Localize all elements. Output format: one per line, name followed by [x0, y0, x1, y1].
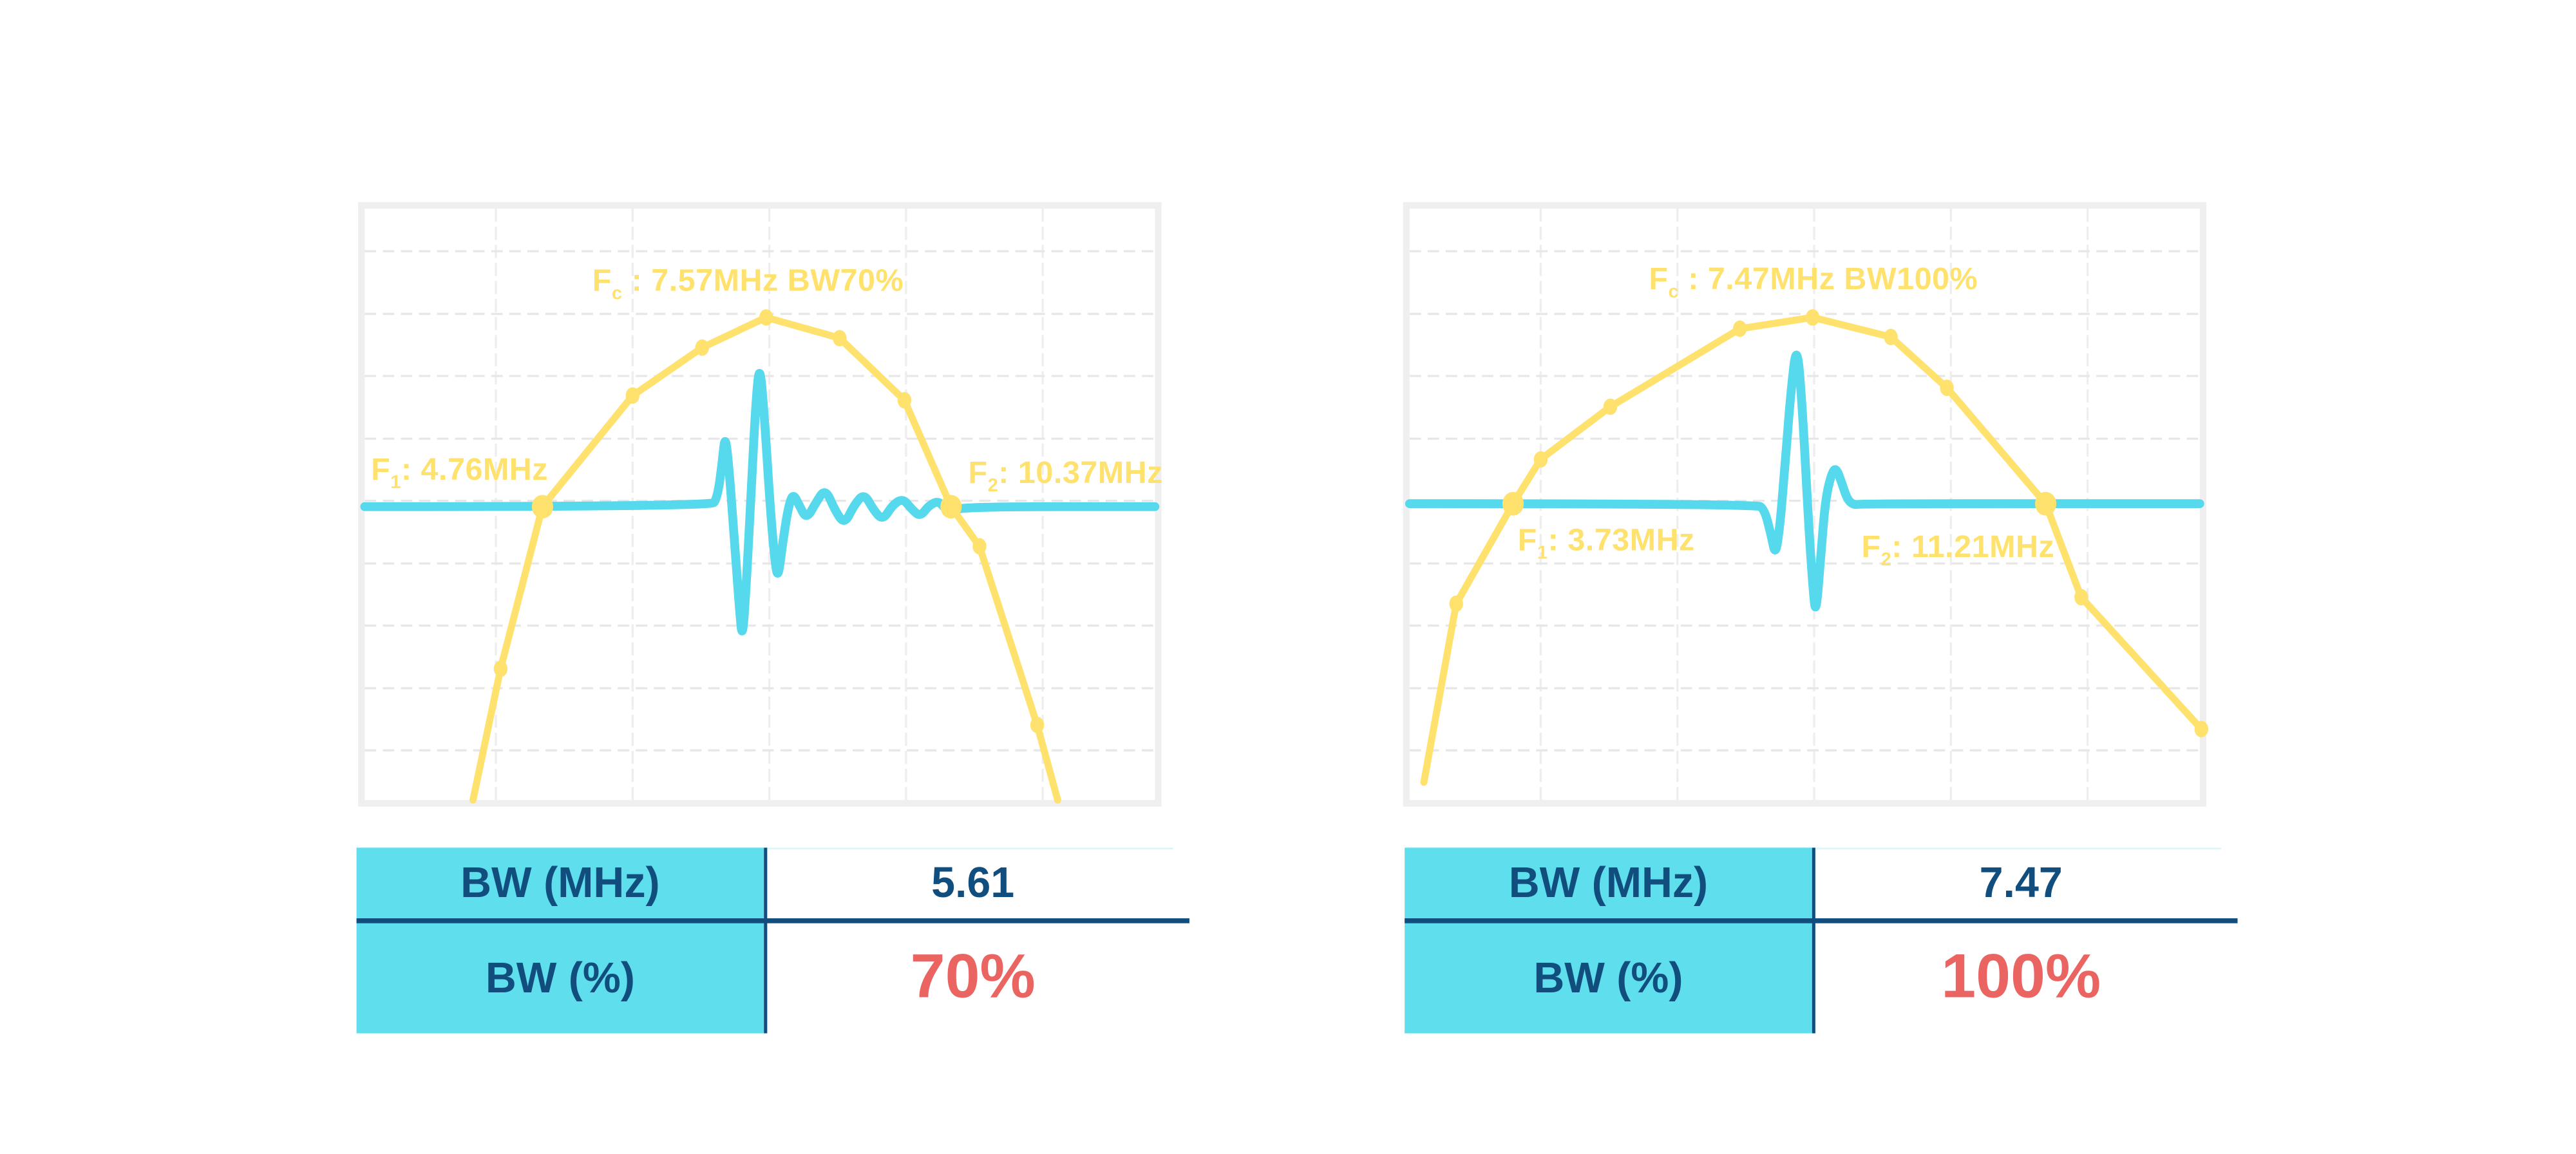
- f2-label-text: : 11.21MHz: [1891, 530, 2055, 565]
- chart-canvas: [360, 208, 1160, 804]
- chart-title-label-text: c: [611, 284, 623, 305]
- f2-label-text: F: [1861, 530, 1881, 565]
- f1-label: F1: 3.73MHz: [1518, 524, 1695, 565]
- bw-mhz-value-cell: 7.47: [1979, 856, 2063, 907]
- data-point-marker: [833, 329, 847, 346]
- bw-mhz-label-cell: BW (MHz): [460, 856, 660, 907]
- data-point-marker: [493, 660, 508, 677]
- f2-label: F2: 11.21MHz: [1861, 530, 2054, 571]
- spectrum-envelope-line: [1420, 313, 2205, 786]
- bw-mhz-label-cell: BW (MHz): [1508, 856, 1709, 907]
- bw-pct-value-cell: 70%: [910, 942, 1036, 1012]
- bw-pct-label-cell: BW (%): [1533, 952, 1683, 1002]
- f2-label-text: 2: [987, 476, 999, 496]
- f1-label-text: F: [371, 453, 391, 489]
- chart-title-label-text: F: [1649, 262, 1669, 297]
- data-point-marker: [1940, 379, 1954, 396]
- f1-label-text: 1: [390, 473, 401, 494]
- data-point-marker: [972, 538, 987, 554]
- table-column-divider: [1812, 847, 1816, 1034]
- table-row-divider: [356, 919, 1189, 923]
- data-point-marker: [1603, 398, 1618, 415]
- data-point-marker: [2074, 589, 2088, 605]
- spectrum-chart-bw70: Fc : 7.57MHz BW70% F1: 4.76MHz F2: 10.37MH…: [358, 202, 1162, 807]
- data-point-marker: [1884, 328, 1898, 345]
- data-point-marker: [1449, 595, 1463, 612]
- data-point-marker: [897, 392, 912, 408]
- data-point-marker: [1030, 716, 1045, 733]
- f2-label-text: 2: [1880, 549, 1892, 570]
- table-row-divider: [1405, 919, 2238, 923]
- f1-label-text: : 4.76MHz: [401, 453, 549, 489]
- f2-label-text: : 10.37MHz: [998, 456, 1163, 491]
- spectrum-chart-bw100: Fc : 7.47MHz BW100% F1: 3.73MHz F2: 11.21M…: [1403, 202, 2208, 807]
- f1-label: F1: 4.76MHz: [371, 454, 548, 495]
- value-column-top-border: [768, 847, 1174, 850]
- data-point-marker: [759, 308, 773, 326]
- bw-pct-value-cell: 100%: [1941, 942, 2101, 1012]
- bandwidth-cutoff-marker: [531, 494, 553, 518]
- f2-label: F2: 10.37MHz: [968, 456, 1162, 497]
- bandwidth-cutoff-marker: [940, 494, 962, 518]
- f1-label-text: F: [1517, 523, 1537, 558]
- table-header-fill: [356, 847, 764, 1034]
- chart-canvas: [1405, 208, 2208, 800]
- pulse-waveform-line: [360, 368, 1160, 636]
- spectrum-envelope-line: [469, 313, 1061, 804]
- bw-pct-label-cell: BW (%): [485, 952, 635, 1002]
- bw-table-100: BW (MHz) 7.47 BW (%) 100%: [1405, 847, 2238, 1034]
- bandwidth-cutoff-marker: [1502, 491, 1524, 516]
- pulse-waveform-line: [1405, 350, 2204, 611]
- value-column-top-border: [1815, 847, 2222, 850]
- f1-label-text: 1: [1537, 543, 1548, 563]
- bandwidth-cutoff-marker: [2034, 491, 2057, 516]
- chart-title-label-text: : 7.57MHz BW70%: [622, 264, 904, 299]
- chart-title-label: Fc : 7.47MHz BW100%: [1649, 262, 1978, 303]
- chart-title-label-text: c: [1668, 281, 1680, 302]
- table-column-divider: [764, 847, 768, 1034]
- bw-mhz-value-cell: 5.61: [931, 856, 1015, 907]
- data-point-marker: [1533, 451, 1548, 468]
- data-point-marker: [625, 386, 640, 404]
- chart-title-label-text: F: [592, 264, 612, 299]
- data-point-marker: [1805, 308, 1820, 326]
- table-header-fill: [1405, 847, 1812, 1034]
- data-point-marker: [1732, 320, 1747, 337]
- f2-label-text: F: [968, 456, 988, 491]
- chart-title-label-text: : 7.47MHz BW100%: [1679, 262, 1978, 297]
- data-point-marker: [2194, 720, 2208, 737]
- data-point-marker: [695, 339, 709, 356]
- f1-label-text: : 3.73MHz: [1548, 523, 1695, 558]
- chart-title-label: Fc : 7.57MHz BW70%: [592, 265, 904, 306]
- bw-table-70: BW (MHz) 5.61 BW (%) 70%: [356, 847, 1189, 1034]
